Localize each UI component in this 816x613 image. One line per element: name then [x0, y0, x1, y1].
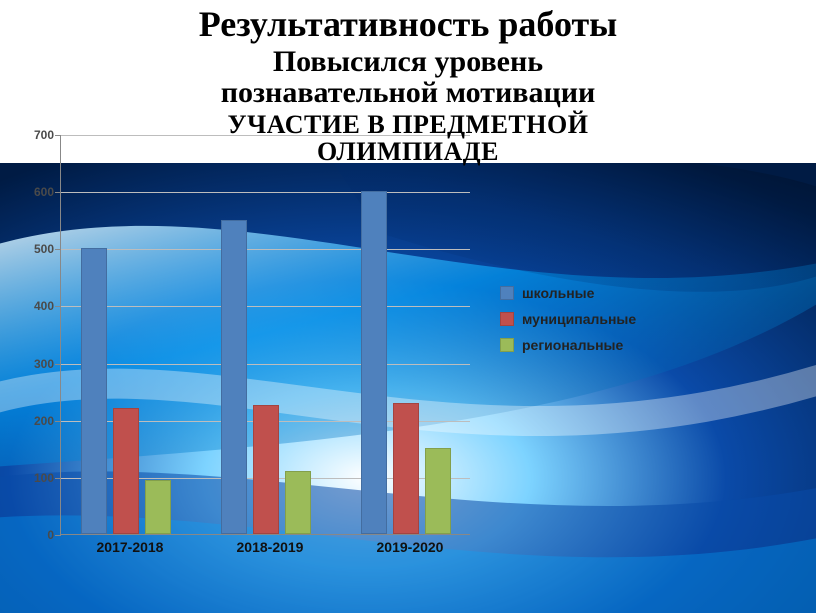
bar	[361, 191, 387, 534]
y-tick-label: 200	[34, 414, 54, 428]
legend-item: региональные	[500, 337, 636, 353]
bar	[285, 471, 311, 534]
bar	[393, 403, 419, 534]
bar-group	[351, 135, 471, 534]
bar	[145, 480, 171, 534]
y-tick-mark	[55, 364, 61, 365]
y-tick-label: 600	[34, 185, 54, 199]
bar	[253, 405, 279, 534]
legend-label: региональные	[522, 337, 623, 353]
bar	[425, 448, 451, 534]
title-line-3: познавательной мотивации	[0, 77, 816, 109]
y-tick-mark	[55, 306, 61, 307]
bar-group	[211, 135, 331, 534]
y-tick-mark	[55, 249, 61, 250]
title-line-5: ОЛИМПИАДЕ	[0, 138, 816, 165]
y-tick-label: 300	[34, 357, 54, 371]
y-tick-mark	[55, 535, 61, 536]
legend-swatch	[500, 338, 514, 352]
y-tick-label: 100	[34, 471, 54, 485]
legend: школьные муниципальные региональные	[500, 285, 636, 363]
legend-item: школьные	[500, 285, 636, 301]
legend-item: муниципальные	[500, 311, 636, 327]
bar-group	[71, 135, 191, 534]
legend-swatch	[500, 286, 514, 300]
title-line-4: УЧАСТИЕ В ПРЕДМЕТНОЙ	[0, 111, 816, 138]
y-axis: 0100200300400500600700	[10, 135, 60, 535]
y-tick-label: 500	[34, 242, 54, 256]
legend-swatch	[500, 312, 514, 326]
x-axis-label: 2017-2018	[70, 539, 190, 555]
legend-label: школьные	[522, 285, 594, 301]
x-axis-label: 2019-2020	[350, 539, 470, 555]
plot-area	[60, 135, 470, 535]
y-tick-mark	[55, 421, 61, 422]
bar	[221, 220, 247, 534]
x-axis-label: 2018-2019	[210, 539, 330, 555]
y-tick-label: 400	[34, 299, 54, 313]
title-block: Результативность работы Повысился уровен…	[0, 0, 816, 165]
y-tick-mark	[55, 478, 61, 479]
y-tick-mark	[55, 192, 61, 193]
legend-label: муниципальные	[522, 311, 636, 327]
bar	[81, 248, 107, 534]
y-tick-label: 0	[47, 528, 54, 542]
title-line-1: Результативность работы	[0, 6, 816, 44]
bar	[113, 408, 139, 534]
bar-chart: 0100200300400500600700 2017-20182018-201…	[10, 135, 806, 580]
title-line-2: Повысился уровень	[0, 46, 816, 78]
